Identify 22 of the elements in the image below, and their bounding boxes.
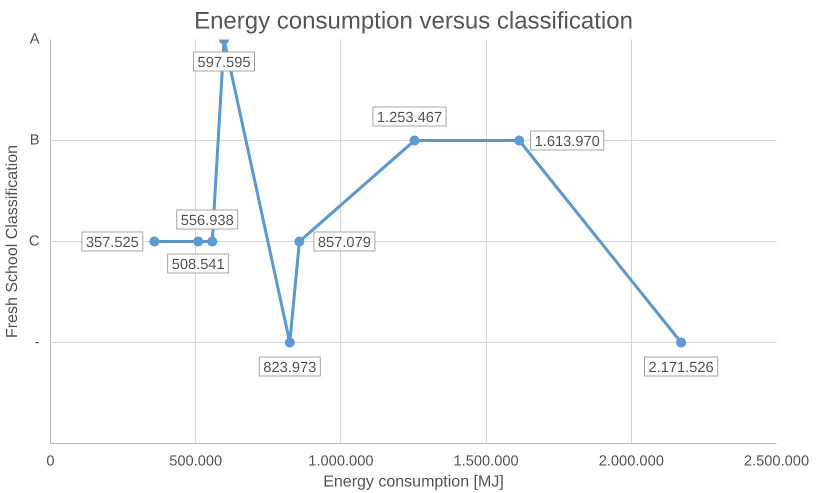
category-label: - (34, 334, 40, 350)
annotation: 556.938 (180, 213, 234, 229)
annotation: 1.253.467 (376, 110, 442, 126)
x-tick-label: 500.000 (169, 454, 222, 470)
annotation: 357.525 (86, 235, 139, 251)
annotation: 1.613.970 (534, 134, 600, 150)
x-tick-label: 0 (46, 454, 55, 470)
x-axis-title: Energy consumption [MJ] (323, 474, 504, 490)
x-tick-label: 1.000.000 (308, 454, 374, 470)
x-tick-label: 1.500.000 (454, 454, 519, 470)
annotation: 597.595 (198, 55, 251, 71)
chart-title: Energy consumption versus classification (194, 8, 633, 34)
annotation: 857.079 (318, 235, 371, 251)
x-tick-label: 2.000.000 (598, 454, 664, 470)
annotation: 823.973 (263, 360, 316, 376)
category-label: C (28, 234, 40, 250)
y-axis-title: Fresh School Classification (4, 145, 21, 338)
x-tick-label: 2.500.000 (744, 454, 810, 470)
category-label: B (30, 132, 40, 148)
annotation: 508.541 (172, 257, 225, 273)
category-label: A (30, 32, 40, 48)
annotation: 2.171.526 (648, 360, 714, 376)
